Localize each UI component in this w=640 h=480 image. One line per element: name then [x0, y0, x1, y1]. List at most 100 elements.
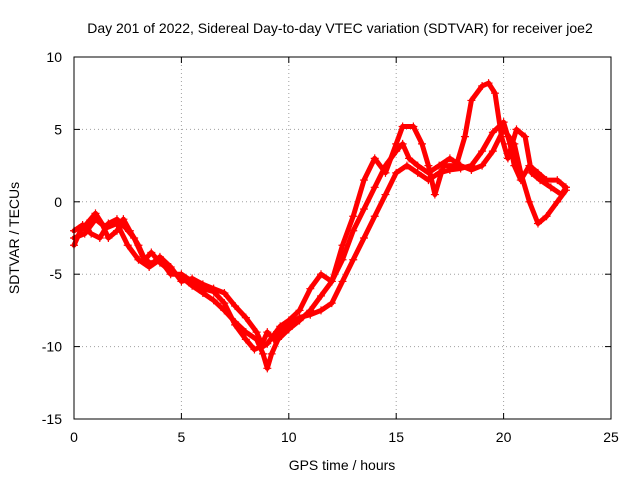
data-point [445, 165, 454, 174]
data-point [317, 270, 326, 279]
data-point [370, 212, 379, 221]
y-tick-label: -10 [42, 339, 62, 355]
data-point [267, 349, 276, 358]
data-point [209, 296, 218, 305]
data-point [220, 289, 229, 298]
plot-frame [73, 56, 612, 420]
y-tick-label: 10 [46, 49, 62, 65]
data-point [306, 310, 315, 319]
y-tick-label: 5 [54, 121, 62, 137]
data-point [349, 255, 358, 264]
data-point [424, 176, 433, 185]
data-point [220, 299, 229, 308]
data-point [533, 168, 542, 177]
x-axis-label: GPS time / hours [289, 457, 396, 473]
data-point [553, 197, 562, 206]
data-point [424, 161, 433, 170]
data-point [327, 277, 336, 286]
y-tick-label: 0 [54, 194, 62, 210]
data-point [546, 183, 555, 192]
data-point [327, 299, 336, 308]
data-point [497, 132, 506, 141]
data-point [456, 164, 465, 173]
data-point [478, 147, 487, 156]
x-tick-label: 25 [603, 429, 619, 445]
data-point [188, 277, 197, 286]
data-point [381, 168, 390, 177]
data-points [70, 79, 570, 373]
axis-ticks: 0 5 10 15 20 25 -15 -10 -5 0 5 10 [42, 49, 619, 445]
data-point [478, 161, 487, 170]
data-point [252, 328, 261, 337]
x-tick-label: 10 [281, 429, 297, 445]
data-point [506, 139, 515, 148]
data-point [478, 81, 487, 90]
data-point [112, 219, 121, 228]
y-axis-label: SDTVAR / TECUs [6, 182, 22, 294]
data-point [166, 270, 175, 279]
series-trace-a [70, 125, 570, 373]
data-point [516, 176, 525, 185]
data-point [78, 220, 87, 229]
data-point [525, 197, 534, 206]
data-point [80, 229, 89, 238]
data-point [417, 139, 426, 148]
data-point [123, 241, 132, 250]
data-point [295, 313, 304, 322]
series-trace-c [70, 118, 570, 354]
data-point [521, 132, 530, 141]
data-point [130, 234, 139, 242]
data-point [198, 284, 207, 293]
data-point [435, 168, 444, 177]
data-point [499, 118, 508, 127]
data-point [467, 161, 476, 170]
data-point [134, 255, 143, 264]
data-point [512, 125, 521, 134]
data-point [370, 183, 379, 192]
data-point [553, 176, 562, 185]
data-point [467, 96, 476, 105]
data-point [409, 122, 418, 131]
data-point [381, 190, 390, 199]
data-point [104, 234, 113, 242]
data-point [259, 349, 268, 358]
data-point [413, 168, 422, 177]
data-point [276, 328, 285, 337]
data-point [284, 320, 293, 329]
data-point [370, 154, 379, 163]
data-point [263, 364, 272, 373]
data-point [95, 234, 104, 242]
data-point [256, 342, 265, 351]
data-point [349, 212, 358, 221]
y-tick-label: -15 [42, 411, 62, 427]
data-point [209, 287, 218, 296]
data-point [317, 306, 326, 315]
series-trace [71, 80, 569, 350]
data-point [561, 183, 570, 192]
data-point [392, 139, 401, 148]
data-point [231, 320, 240, 329]
data-point [439, 161, 448, 170]
data-point [138, 252, 147, 261]
data-point [460, 132, 469, 141]
x-tick-label: 0 [70, 429, 78, 445]
data-point [557, 190, 566, 199]
chart-title: Day 201 of 2022, Sidereal Day-to-day VTE… [87, 20, 593, 36]
data-point [488, 128, 497, 137]
data-point [525, 161, 534, 170]
data-point [241, 313, 250, 322]
data-point [295, 306, 304, 315]
data-point [349, 226, 358, 235]
data-point [402, 161, 411, 170]
data-point [491, 89, 500, 98]
data-point [306, 284, 315, 293]
data-point [147, 248, 156, 257]
data-point [542, 176, 551, 185]
data-point [231, 302, 240, 311]
data-point [317, 291, 326, 300]
data-point [177, 270, 186, 279]
data-point [533, 219, 542, 228]
data-point [445, 154, 454, 163]
data-point [430, 190, 439, 199]
